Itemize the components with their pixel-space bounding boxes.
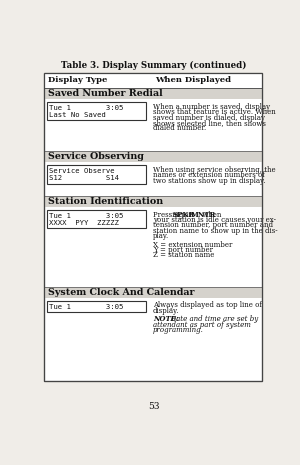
Text: two stations show up in display.: two stations show up in display. [153, 177, 266, 185]
Text: when: when [200, 211, 222, 219]
Text: Date and time are set by: Date and time are set by [166, 315, 258, 323]
Bar [44, 151, 262, 162]
Text: Table 3. Display Summary (continued): Table 3. Display Summary (continued) [61, 60, 247, 70]
Text: XXXX  PYY  ZZZZZ: XXXX PYY ZZZZZ [49, 220, 119, 226]
Bar [44, 88, 262, 99]
Text: programming.: programming. [153, 326, 204, 334]
Bar [44, 287, 262, 298]
Text: Display Type: Display Type [48, 76, 107, 85]
Bar [47, 210, 146, 228]
Text: Tue 1        3:05: Tue 1 3:05 [49, 304, 124, 310]
Bar [47, 301, 146, 312]
Text: When Displayed: When Displayed [155, 76, 231, 85]
Text: NOTE:: NOTE: [153, 315, 179, 323]
Text: SPKR: SPKR [173, 211, 195, 219]
Text: Pressing: Pressing [153, 211, 186, 219]
Text: Service Observe: Service Observe [49, 168, 115, 174]
Text: station name to show up in the dis-: station name to show up in the dis- [153, 227, 278, 235]
Text: Always displayed as top line of: Always displayed as top line of [153, 301, 262, 309]
Text: When a number is saved, display: When a number is saved, display [153, 103, 270, 111]
Text: shows selected line, then shows: shows selected line, then shows [153, 119, 266, 127]
Text: Tue 1        3:05: Tue 1 3:05 [49, 105, 124, 111]
Text: Tue 1        3:05: Tue 1 3:05 [49, 213, 124, 219]
Text: Saved Number Redial: Saved Number Redial [48, 89, 162, 98]
Bar [47, 102, 146, 120]
Text: Z = station name: Z = station name [153, 252, 214, 259]
Text: System Clock And Calendar: System Clock And Calendar [48, 288, 194, 297]
Text: play.: play. [153, 232, 169, 240]
Text: X = extension number: X = extension number [153, 240, 232, 249]
Text: names or extension numbers of: names or extension numbers of [153, 171, 265, 179]
Text: your station is idle causes your ex-: your station is idle causes your ex- [153, 216, 276, 224]
Bar [47, 165, 146, 184]
Text: When using service observing, the: When using service observing, the [153, 166, 276, 174]
Text: Station Identification: Station Identification [48, 197, 163, 206]
Bar [44, 73, 262, 381]
Text: Last No Saved: Last No Saved [49, 112, 106, 118]
Text: tension number, port number and: tension number, port number and [153, 221, 273, 229]
Bar [44, 196, 262, 207]
Text: attendant as part of system: attendant as part of system [153, 321, 251, 329]
Text: or: or [182, 211, 194, 219]
Text: Service Observing: Service Observing [48, 152, 143, 161]
Text: S12          S14: S12 S14 [49, 175, 119, 181]
Text: Y = port number: Y = port number [153, 246, 213, 254]
Text: dialed number.: dialed number. [153, 124, 206, 133]
Text: 53: 53 [148, 402, 160, 411]
Text: display.: display. [153, 307, 179, 315]
Bar [44, 73, 262, 88]
Bar [44, 73, 262, 381]
Text: MNTR: MNTR [191, 211, 216, 219]
Text: saved number is dialed, display: saved number is dialed, display [153, 113, 265, 121]
Text: shows that feature is active. When: shows that feature is active. When [153, 108, 276, 116]
